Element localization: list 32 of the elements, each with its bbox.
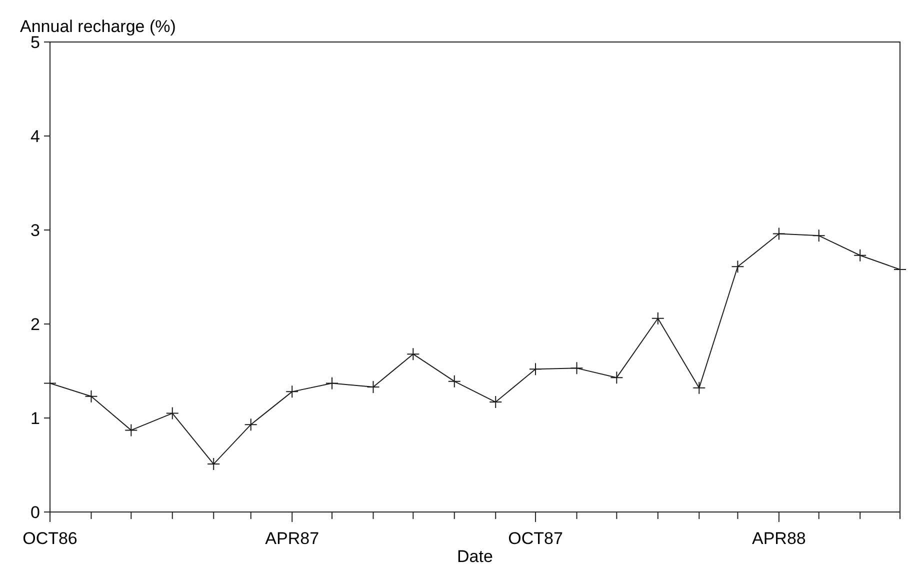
point xyxy=(854,248,867,262)
point xyxy=(651,312,664,325)
point xyxy=(529,362,542,376)
point xyxy=(166,406,179,420)
x-tick-label: APR87 xyxy=(265,529,320,548)
point xyxy=(610,371,624,384)
point xyxy=(406,348,420,361)
y-tick-label: 0 xyxy=(30,502,40,522)
point xyxy=(366,380,380,394)
point xyxy=(731,260,744,274)
point xyxy=(207,458,220,471)
y-tick-label: 4 xyxy=(30,126,40,146)
point xyxy=(124,424,138,437)
point xyxy=(812,229,826,242)
point xyxy=(570,362,584,375)
point xyxy=(286,385,299,398)
point xyxy=(772,227,786,240)
x-tick-label: OCT87 xyxy=(508,529,563,548)
y-tick-label: 1 xyxy=(30,408,40,428)
point xyxy=(84,390,98,403)
point xyxy=(894,262,906,276)
point xyxy=(44,376,56,390)
x-axis-title: Date xyxy=(457,547,493,566)
x-tick-label: APR88 xyxy=(752,529,806,548)
y-tick-label: 2 xyxy=(30,314,40,334)
point xyxy=(326,376,339,390)
point xyxy=(692,381,706,394)
y-tick-label: 3 xyxy=(30,220,40,240)
x-tick-label: OCT86 xyxy=(22,529,78,548)
point xyxy=(244,418,258,432)
point xyxy=(489,396,502,409)
point xyxy=(448,374,461,388)
